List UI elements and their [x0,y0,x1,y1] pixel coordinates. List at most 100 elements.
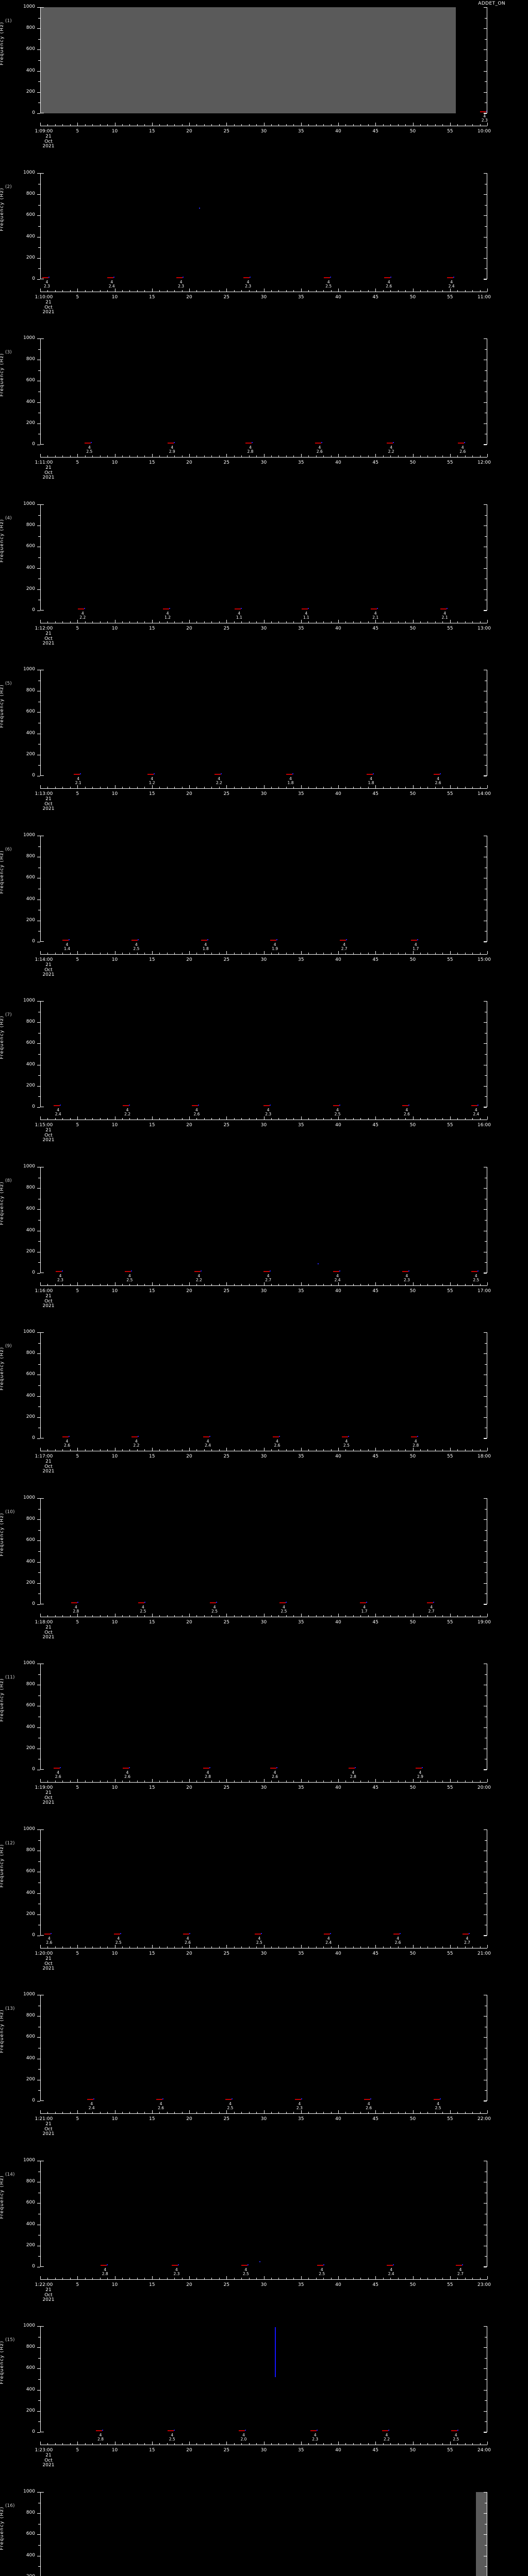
detection-trace[interactable] [214,774,221,775]
detection-trace[interactable] [147,774,154,775]
plot-area[interactable] [40,1332,487,1438]
detection-trace[interactable] [402,1271,408,1272]
detection-trace[interactable] [167,2430,174,2431]
detection-trace[interactable] [156,2099,163,2100]
detection-trace[interactable] [324,277,331,278]
detection-trace[interactable] [324,1934,331,1935]
detection-trace[interactable] [85,443,91,444]
detection-trace[interactable] [123,1105,129,1106]
detection-trace[interactable] [411,1436,418,1437]
detection-trace[interactable] [100,2265,107,2266]
plot-area[interactable] [40,1829,487,1936]
detection-trace[interactable] [272,1436,279,1437]
detection-trace[interactable] [294,2099,301,2100]
detection-trace[interactable] [201,940,207,941]
detection-trace[interactable] [426,1602,433,1603]
detection-trace[interactable] [433,774,440,775]
detection-trace[interactable] [286,774,292,775]
detection-trace[interactable] [78,608,85,609]
detection-trace[interactable] [315,443,321,444]
plot-area[interactable] [40,7,487,113]
detection-trace[interactable] [210,1602,217,1603]
detection-trace[interactable] [176,277,183,278]
detection-trace[interactable] [62,940,69,941]
detection-trace[interactable] [192,1105,199,1106]
detection-trace[interactable] [183,1934,190,1935]
detection-trace[interactable] [480,111,486,112]
detection-trace[interactable] [364,2099,371,2100]
detection-trace[interactable] [382,2430,388,2431]
detection-trace[interactable] [433,2099,440,2100]
detection-trace[interactable] [245,443,252,444]
plot-area[interactable] [40,2492,487,2576]
detection-trace[interactable] [163,608,170,609]
plot-area[interactable] [40,1995,487,2101]
detection-trace[interactable] [239,2430,245,2431]
detection-trace[interactable] [359,1602,366,1603]
detection-trace[interactable] [167,443,174,444]
detection-trace[interactable] [415,1768,422,1769]
detection-trace[interactable] [107,277,113,278]
detection-trace[interactable] [73,774,80,775]
detection-trace[interactable] [462,1934,469,1935]
detection-trace[interactable] [279,1602,286,1603]
plot-area[interactable] [40,1001,487,1107]
detection-trace[interactable] [44,1934,51,1935]
detection-trace[interactable] [440,608,447,609]
plot-area[interactable] [40,1167,487,1273]
detection-trace[interactable] [62,1436,69,1437]
detection-trace[interactable] [451,2430,458,2431]
detection-trace[interactable] [263,1105,270,1106]
detection-trace[interactable] [123,1768,129,1769]
plot-area[interactable] [40,2326,487,2432]
plot-area[interactable] [40,504,487,611]
detection-trace[interactable] [172,2265,178,2266]
detection-trace[interactable] [339,940,346,941]
plot-area[interactable] [40,836,487,942]
detection-trace[interactable] [348,1768,355,1769]
detection-trace[interactable] [131,1436,138,1437]
detection-trace[interactable] [458,443,465,444]
detection-trace[interactable] [203,1436,210,1437]
plot-area[interactable] [40,173,487,279]
detection-trace[interactable] [310,2430,317,2431]
detection-trace[interactable] [254,1934,261,1935]
detection-trace[interactable] [411,940,418,941]
detection-trace[interactable] [270,1768,277,1769]
detection-trace[interactable] [96,2430,103,2431]
detection-trace[interactable] [341,1436,348,1437]
detection-trace[interactable] [402,1105,408,1106]
plot-area[interactable] [40,670,487,776]
detection-trace[interactable] [53,1768,60,1769]
detection-trace[interactable] [131,940,138,941]
detection-trace[interactable] [333,1105,339,1106]
detection-trace[interactable] [447,277,453,278]
detection-trace[interactable] [386,443,393,444]
detection-trace[interactable] [471,1271,478,1272]
detection-trace[interactable] [125,1271,131,1272]
detection-trace[interactable] [366,774,373,775]
detection-trace[interactable] [333,1271,339,1272]
detection-trace[interactable] [71,1602,78,1603]
plot-area[interactable] [40,1664,487,1770]
detection-trace[interactable] [263,1271,270,1272]
detection-trace[interactable] [87,2099,93,2100]
detection-trace[interactable] [270,940,277,941]
detection-trace[interactable] [56,1271,62,1272]
detection-trace[interactable] [194,1271,201,1272]
detection-trace[interactable] [301,608,308,609]
detection-trace[interactable] [371,608,377,609]
plot-area[interactable] [40,338,487,445]
detection-trace[interactable] [317,2265,324,2266]
detection-trace[interactable] [42,277,48,278]
detection-trace[interactable] [455,2265,462,2266]
detection-trace[interactable] [393,1934,400,1935]
detection-trace[interactable] [243,277,250,278]
detection-trace[interactable] [471,1105,478,1106]
plot-area[interactable] [40,2161,487,2267]
detection-trace[interactable] [203,1768,210,1769]
detection-trace[interactable] [386,2265,393,2266]
detection-trace[interactable] [138,1602,145,1603]
detection-trace[interactable] [53,1105,60,1106]
detection-trace[interactable] [384,277,391,278]
